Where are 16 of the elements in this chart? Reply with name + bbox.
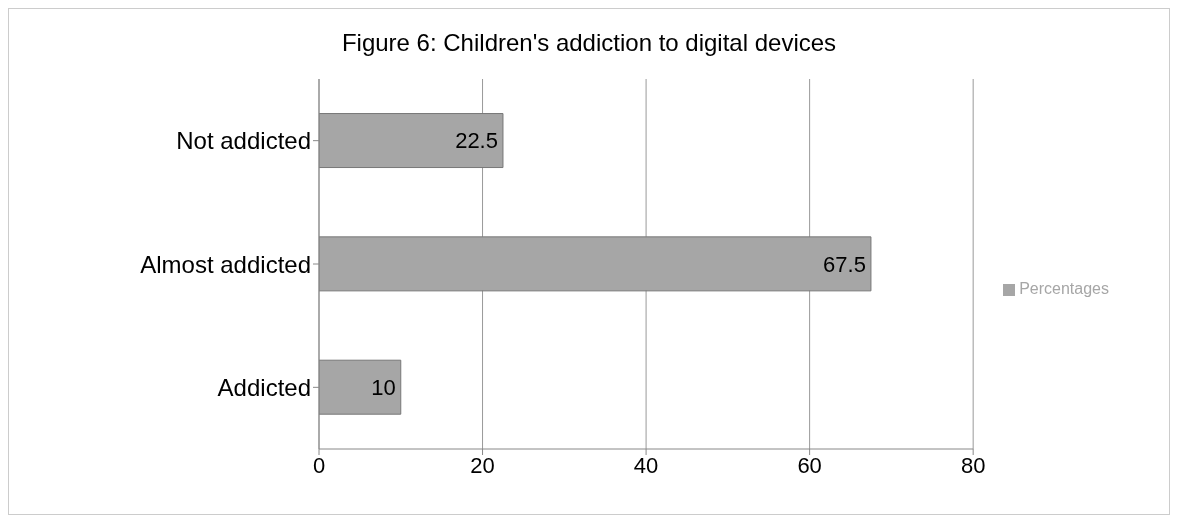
bar xyxy=(319,359,402,415)
bar xyxy=(319,236,872,292)
x-tick-label: 20 xyxy=(470,452,495,478)
y-tick-label: Almost addicted xyxy=(140,250,311,278)
x-tick-label: 40 xyxy=(633,452,659,478)
data-label: 10 xyxy=(371,375,396,401)
legend-label: Percentages xyxy=(1019,280,1109,297)
y-tick-label: Addicted xyxy=(217,373,311,401)
chart-title: Figure 6: Children's addiction to digital devices xyxy=(340,28,838,58)
bar xyxy=(319,113,504,169)
data-label: 67.5 xyxy=(823,251,866,277)
x-tick-label: 80 xyxy=(960,452,986,478)
y-tick-label: Not addicted xyxy=(176,127,311,155)
x-tick-label: 60 xyxy=(797,452,822,478)
data-label: 22.5 xyxy=(455,128,498,154)
x-tick-label: 0 xyxy=(312,452,326,478)
